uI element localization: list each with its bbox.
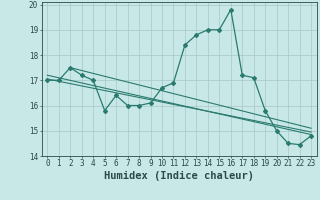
X-axis label: Humidex (Indice chaleur): Humidex (Indice chaleur) [104, 171, 254, 181]
